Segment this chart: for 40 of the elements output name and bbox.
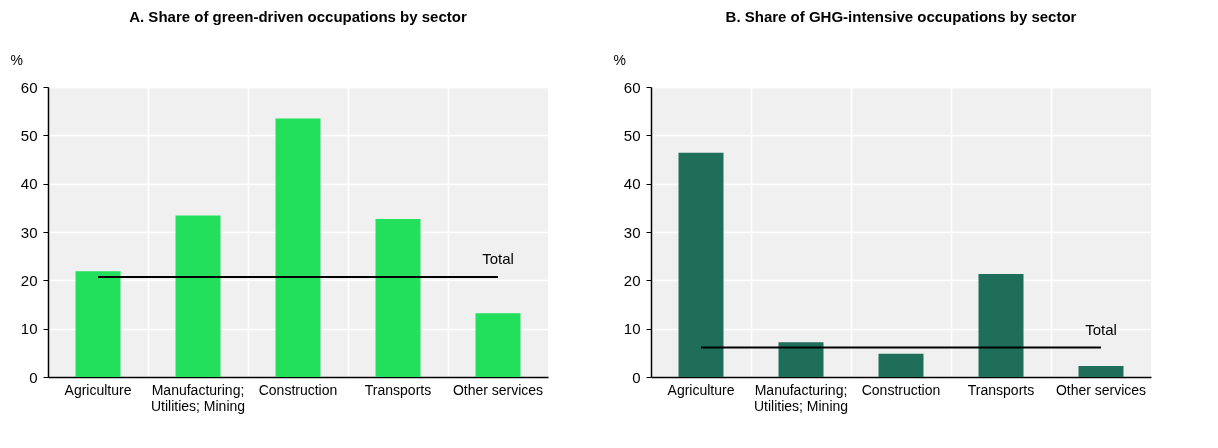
bar	[75, 271, 121, 377]
bar	[275, 118, 321, 377]
y-tick-label: 50	[20, 126, 38, 144]
y-tick-label: 0	[29, 368, 38, 386]
x-tick-label: Construction	[861, 381, 941, 398]
x-tick-label: Manufacturing; Utilities; Mining	[150, 381, 246, 414]
y-tick-label: 10	[623, 320, 641, 338]
y-tick-label: 50	[623, 126, 641, 144]
y-tick-label: 60	[20, 78, 38, 96]
x-tick-label: Transports	[364, 381, 432, 398]
bar	[475, 313, 521, 377]
chart-title: B. Share of GHG-intensive occupations by sector	[725, 8, 1077, 25]
y-tick-label: 0	[632, 368, 641, 386]
x-tick-label: Construction	[258, 381, 338, 398]
y-tick-label: 60	[623, 78, 641, 96]
y-tick-label: 40	[20, 175, 38, 193]
chart-title: A. Share of green-driven occupations by sector	[129, 8, 467, 25]
x-tick-label: Transports	[967, 381, 1035, 398]
bar	[175, 215, 221, 377]
bar	[375, 218, 421, 377]
x-tick-label: Other services	[452, 381, 544, 398]
bar	[1078, 365, 1124, 377]
ref-line-label: Total	[482, 249, 514, 267]
x-tick-label: Agriculture	[667, 381, 735, 398]
y-axis-title: %	[10, 51, 23, 68]
y-tick-label: 40	[623, 175, 641, 193]
ref-line-label: Total	[1085, 320, 1117, 338]
x-tick-label: Manufacturing; Utilities; Mining	[753, 381, 849, 414]
bar	[778, 342, 824, 377]
y-tick-label: 10	[20, 320, 38, 338]
y-tick-label: 20	[20, 271, 38, 289]
y-tick-label: 30	[623, 223, 641, 241]
y-axis-title: %	[613, 51, 626, 68]
y-tick-label: 30	[20, 223, 38, 241]
bar	[878, 353, 924, 377]
x-tick-label: Agriculture	[64, 381, 132, 398]
bar	[978, 274, 1024, 377]
y-tick-label: 20	[623, 271, 641, 289]
bar	[678, 152, 724, 377]
x-tick-label: Other services	[1055, 381, 1147, 398]
